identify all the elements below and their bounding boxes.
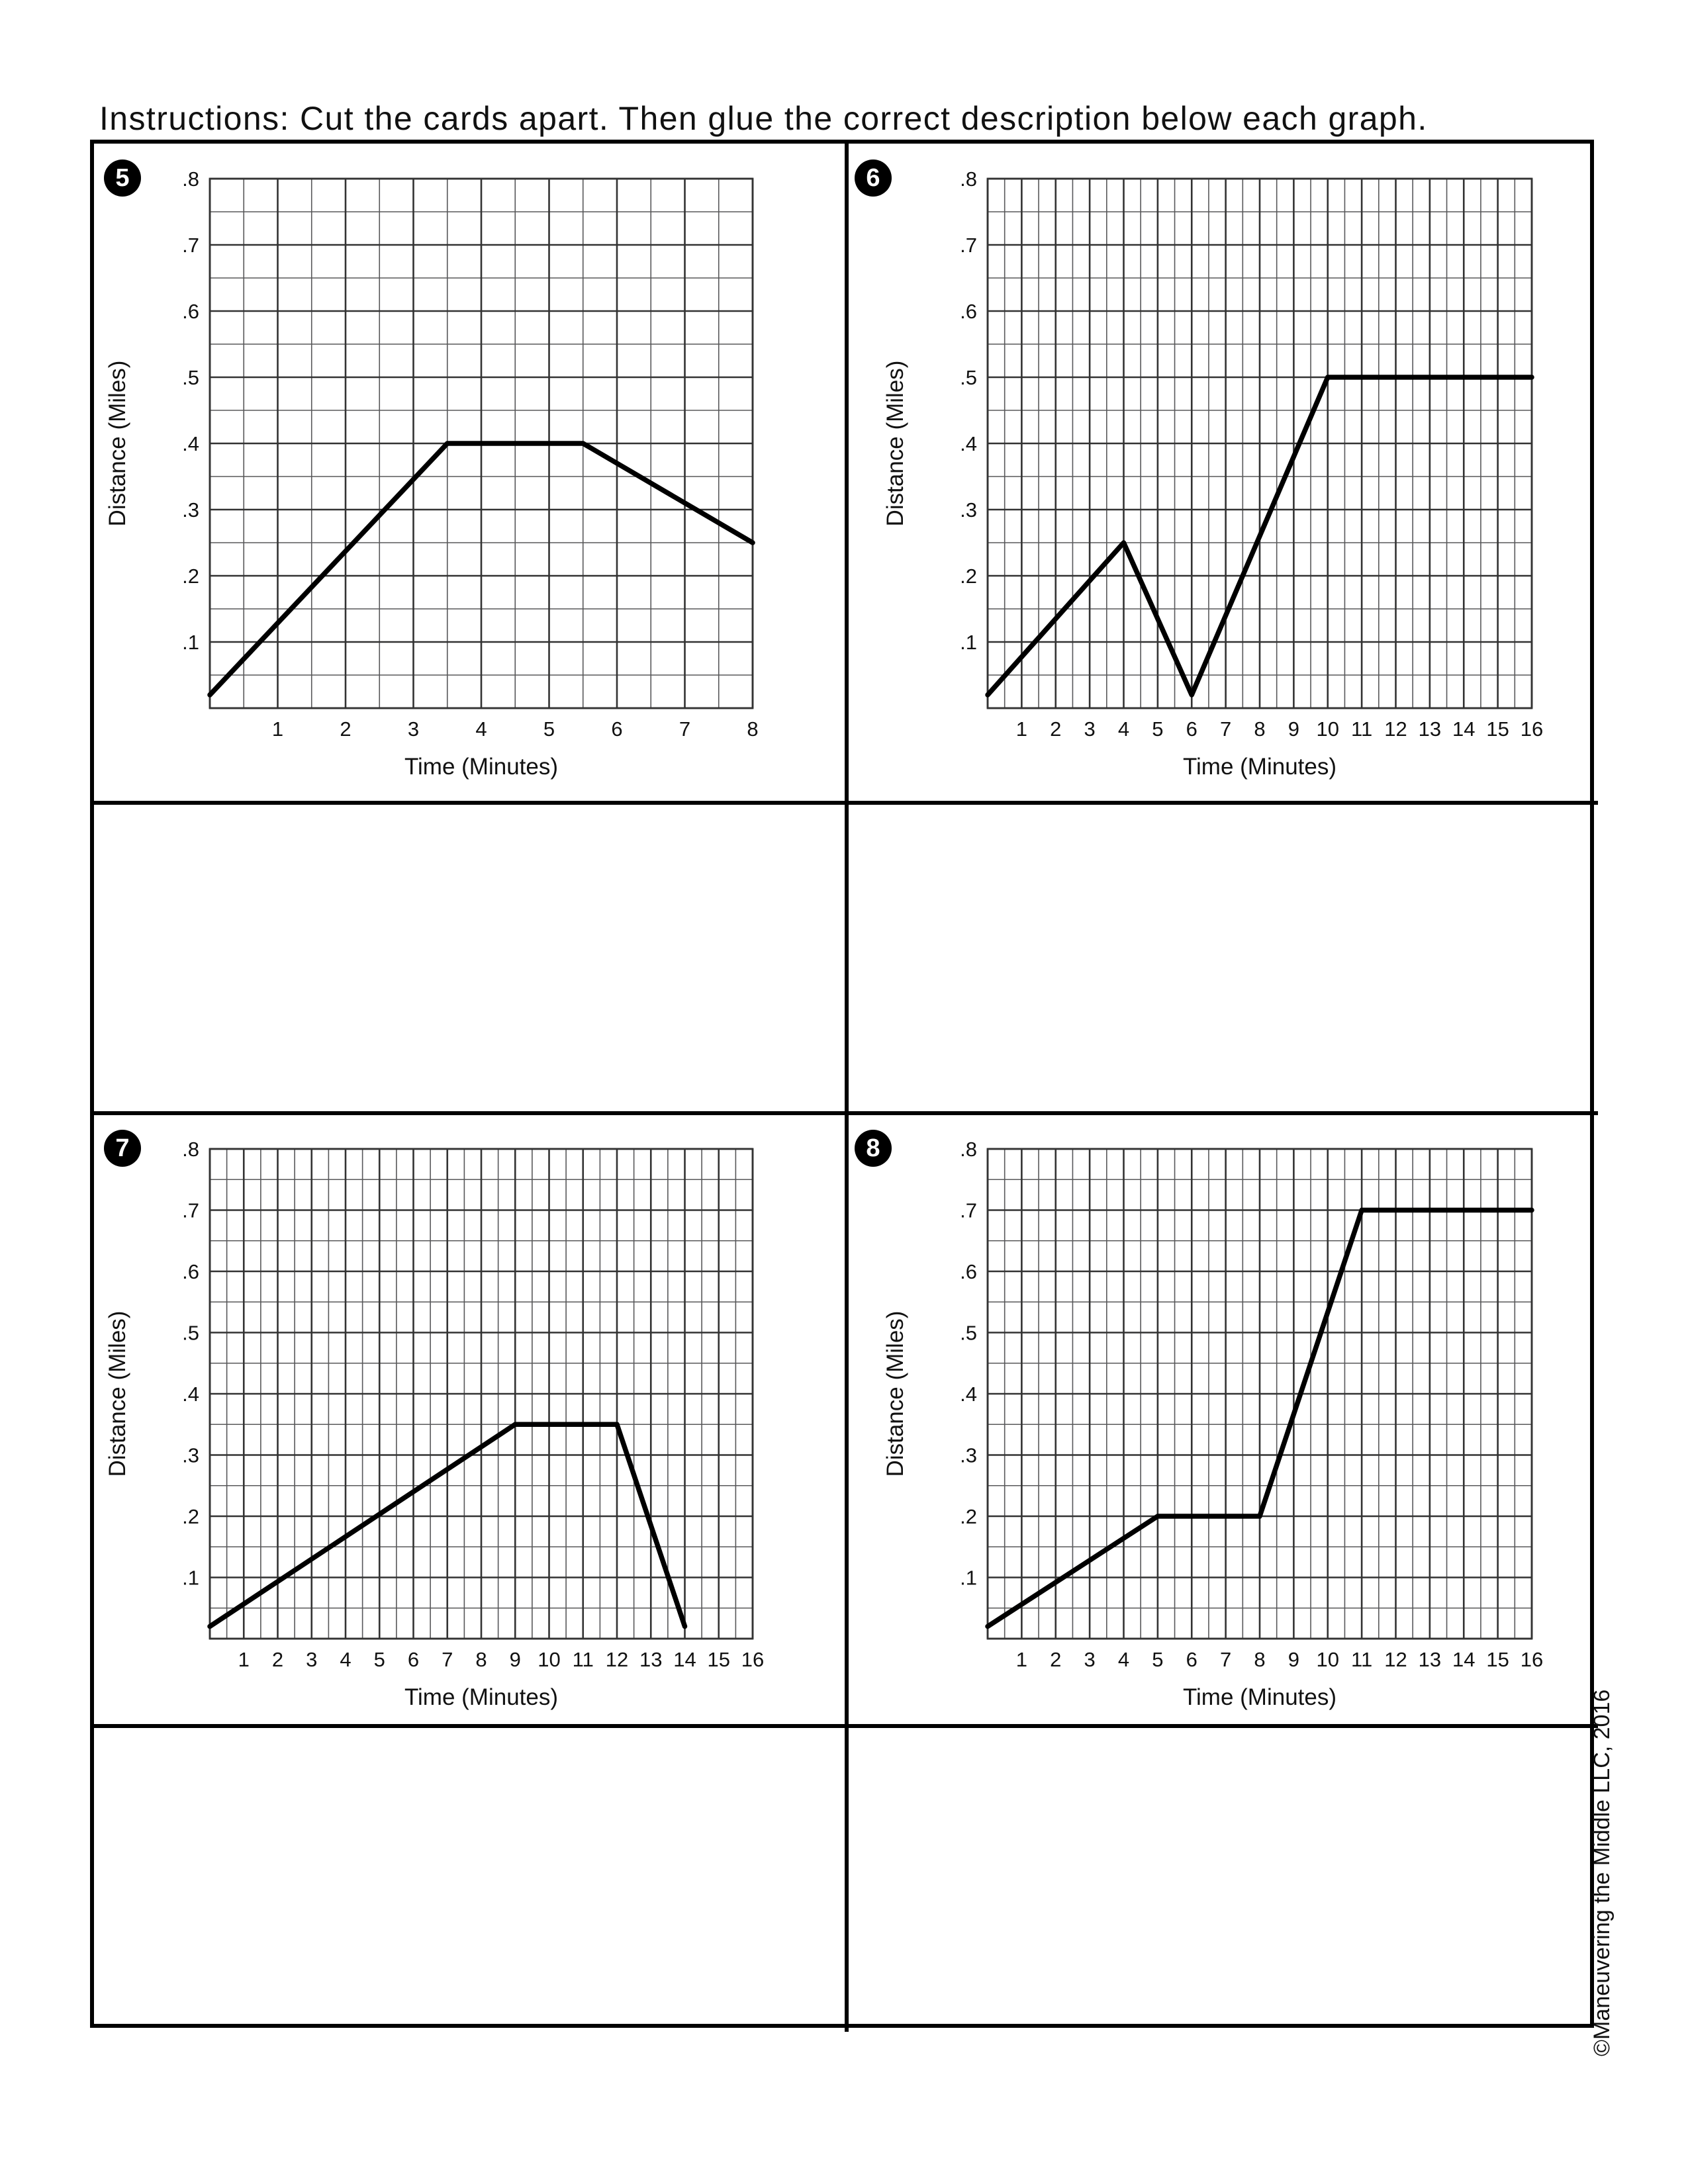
svg-text:10: 10	[538, 1648, 560, 1671]
svg-text:11: 11	[1351, 1648, 1372, 1671]
svg-text:Time (Minutes): Time (Minutes)	[404, 754, 558, 780]
svg-text:15: 15	[708, 1648, 730, 1671]
svg-text:.6: .6	[960, 1260, 977, 1283]
svg-text:.3: .3	[960, 1444, 977, 1467]
svg-text:.7: .7	[182, 1199, 199, 1222]
svg-text:.6: .6	[182, 1260, 199, 1283]
svg-text:.1: .1	[960, 631, 977, 654]
svg-text:5: 5	[543, 717, 555, 741]
svg-text:12: 12	[606, 1648, 628, 1671]
svg-text:1: 1	[1016, 1648, 1027, 1671]
svg-text:Time (Minutes): Time (Minutes)	[1183, 1684, 1336, 1710]
svg-text:6: 6	[611, 717, 622, 741]
svg-text:11: 11	[573, 1648, 594, 1671]
svg-text:13: 13	[1419, 717, 1441, 741]
svg-text:8: 8	[475, 1648, 487, 1671]
svg-text:5: 5	[374, 1648, 385, 1671]
svg-text:5: 5	[1152, 1648, 1163, 1671]
svg-text:3: 3	[408, 717, 419, 741]
svg-text:12: 12	[1384, 1648, 1407, 1671]
svg-text:.7: .7	[960, 234, 977, 257]
svg-text:.5: .5	[182, 366, 199, 389]
svg-text:.1: .1	[182, 631, 199, 654]
svg-text:4: 4	[1118, 1648, 1129, 1671]
svg-text:16: 16	[1521, 717, 1543, 741]
svg-text:6: 6	[1186, 1648, 1197, 1671]
svg-text:1: 1	[1016, 717, 1027, 741]
svg-text:.8: .8	[182, 1138, 199, 1161]
svg-text:2: 2	[272, 1648, 283, 1671]
svg-text:3: 3	[1084, 1648, 1095, 1671]
svg-text:9: 9	[1288, 717, 1299, 741]
svg-text:.4: .4	[182, 1383, 199, 1406]
svg-text:14: 14	[1452, 1648, 1475, 1671]
svg-text:9: 9	[510, 1648, 521, 1671]
svg-text:.5: .5	[960, 366, 977, 389]
svg-text:.7: .7	[960, 1199, 977, 1222]
svg-text:.6: .6	[960, 300, 977, 323]
svg-text:13: 13	[1419, 1648, 1441, 1671]
svg-text:.4: .4	[960, 432, 977, 455]
svg-text:13: 13	[639, 1648, 662, 1671]
svg-text:15: 15	[1486, 717, 1509, 741]
svg-text:.5: .5	[182, 1322, 199, 1345]
svg-text:.3: .3	[182, 498, 199, 522]
svg-text:3: 3	[1084, 717, 1095, 741]
svg-text:.3: .3	[960, 498, 977, 522]
svg-text:1: 1	[238, 1648, 250, 1671]
svg-text:7: 7	[1220, 1648, 1231, 1671]
svg-text:Distance (Miles): Distance (Miles)	[105, 1311, 130, 1477]
svg-text:6: 6	[1186, 717, 1197, 741]
svg-text:.1: .1	[182, 1567, 199, 1590]
svg-text:11: 11	[1351, 717, 1372, 741]
svg-text:.4: .4	[182, 432, 199, 455]
svg-text:4: 4	[1118, 717, 1129, 741]
svg-text:16: 16	[741, 1648, 764, 1671]
svg-text:14: 14	[673, 1648, 696, 1671]
svg-text:12: 12	[1384, 717, 1407, 741]
svg-text:2: 2	[1050, 717, 1061, 741]
svg-text:7: 7	[442, 1648, 453, 1671]
svg-text:.6: .6	[182, 300, 199, 323]
svg-text:8: 8	[1254, 1648, 1265, 1671]
svg-text:.7: .7	[182, 234, 199, 257]
svg-text:Time (Minutes): Time (Minutes)	[404, 1684, 558, 1710]
svg-text:5: 5	[1152, 717, 1163, 741]
svg-text:Distance (Miles): Distance (Miles)	[882, 1311, 908, 1477]
svg-text:8: 8	[1254, 717, 1265, 741]
svg-text:7: 7	[679, 717, 690, 741]
svg-text:.2: .2	[960, 565, 977, 588]
svg-text:.4: .4	[960, 1383, 977, 1406]
svg-text:8: 8	[747, 717, 758, 741]
svg-text:2: 2	[340, 717, 351, 741]
svg-text:.2: .2	[182, 565, 199, 588]
svg-text:.1: .1	[960, 1567, 977, 1590]
svg-text:2: 2	[1050, 1648, 1061, 1671]
svg-text:.5: .5	[960, 1322, 977, 1345]
svg-text:3: 3	[306, 1648, 317, 1671]
svg-text:10: 10	[1317, 717, 1339, 741]
svg-text:9: 9	[1288, 1648, 1299, 1671]
svg-text:4: 4	[340, 1648, 351, 1671]
svg-text:1: 1	[272, 717, 283, 741]
svg-text:.3: .3	[182, 1444, 199, 1467]
svg-text:Distance (Miles): Distance (Miles)	[882, 361, 908, 527]
svg-text:7: 7	[1220, 717, 1231, 741]
svg-text:.8: .8	[960, 1138, 977, 1161]
svg-text:6: 6	[408, 1648, 419, 1671]
svg-text:10: 10	[1317, 1648, 1339, 1671]
svg-text:.8: .8	[960, 167, 977, 191]
svg-text:.2: .2	[182, 1505, 199, 1528]
svg-text:Time (Minutes): Time (Minutes)	[1183, 754, 1336, 780]
svg-text:.2: .2	[960, 1505, 977, 1528]
svg-text:16: 16	[1521, 1648, 1543, 1671]
svg-text:4: 4	[475, 717, 487, 741]
svg-text:.8: .8	[182, 167, 199, 191]
svg-text:15: 15	[1486, 1648, 1509, 1671]
svg-text:14: 14	[1452, 717, 1475, 741]
svg-text:Distance (Miles): Distance (Miles)	[105, 361, 130, 527]
